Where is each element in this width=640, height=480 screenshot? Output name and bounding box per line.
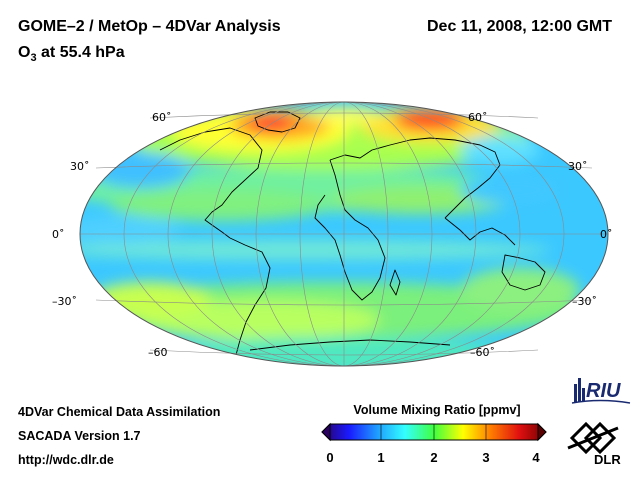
colorbar-tick: 1 (377, 450, 385, 465)
lat-label: –30˚ (52, 295, 77, 308)
lat-label: 60˚ (152, 111, 172, 124)
colorbar (321, 422, 547, 442)
map-subtitle: O3 at 55.4 hPa (18, 44, 125, 65)
colorbar-title: Volume Mixing Ratio [ppmv] (353, 403, 521, 417)
lat-label: 30˚ (70, 160, 90, 173)
colorbar-tick: 3 (482, 450, 490, 465)
footer-line-2: SACADA Version 1.7 (18, 429, 141, 443)
colorbar-tick: 4 (532, 450, 540, 465)
dlr-logo: DLR (567, 421, 621, 466)
coastlines (159, 111, 546, 356)
colorbar-tick: 2 (430, 450, 438, 465)
footer-url[interactable]: http://wdc.dlr.de (18, 453, 114, 467)
lat-label: 0˚ (600, 228, 613, 241)
map-border (79, 101, 609, 367)
map-title: GOME–2 / MetOp – 4DVar Analysis (18, 18, 281, 35)
riu-logo: RIU (571, 378, 631, 404)
footer-line-1: 4DVar Chemical Data Assimilation (18, 405, 221, 419)
lat-label: –60˚ (470, 346, 495, 359)
map-datetime: Dec 11, 2008, 12:00 GMT (427, 18, 612, 35)
lat-label: –60 (148, 346, 168, 359)
lat-label: –30˚ (572, 295, 597, 308)
lat-label: 30˚ (568, 160, 588, 173)
svg-text:DLR: DLR (594, 452, 621, 466)
lat-label: 60˚ (468, 111, 488, 124)
lat-label: 0˚ (52, 228, 65, 241)
colorbar-tick: 0 (326, 450, 334, 465)
svg-text:RIU: RIU (586, 380, 621, 402)
